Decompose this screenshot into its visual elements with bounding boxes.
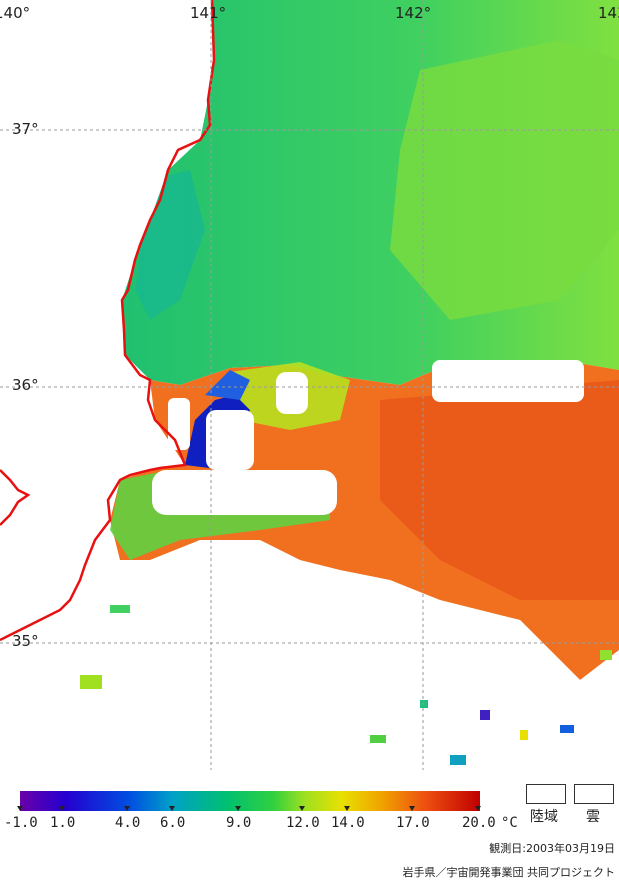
cloud-patch-2: [276, 372, 308, 414]
colorbar-tick-label: 12.0: [286, 815, 320, 831]
cloud-south-region: [0, 570, 619, 770]
sea-speckles: [80, 605, 612, 765]
cloud-patch-1: [432, 360, 584, 402]
lon-label-142: 142°: [395, 4, 432, 22]
colorbar-tick-label: 4.0: [115, 815, 141, 831]
colorbar-tick-marks: [17, 806, 481, 811]
land-legend-label: 陸域: [530, 809, 558, 825]
colorbar-unit: °C: [501, 815, 518, 831]
observation-date: 観測日:2003年03月19日: [489, 842, 615, 855]
cloud-legend-swatch: [574, 784, 614, 804]
colorbar: [20, 791, 480, 811]
lat-label-36: 36°: [12, 376, 39, 394]
sea-cold-halo: [205, 370, 250, 400]
land-legend-swatch: [526, 784, 566, 804]
colorbar-tick-label: 9.0: [226, 815, 252, 831]
sea-south-orange-patch: [380, 380, 619, 600]
lon-label-141: 141°: [190, 4, 227, 22]
land-honshu: [0, 0, 214, 640]
colorbar-tick-label: 17.0: [396, 815, 430, 831]
cloud-patch-5: [168, 398, 190, 450]
sea-north-warm-patch: [390, 40, 619, 320]
lon-label-140: 140°: [0, 4, 31, 22]
graticule: [0, 0, 619, 770]
colorbar-tick-label: 6.0: [160, 815, 186, 831]
lat-label-35: 35°: [12, 632, 39, 650]
coastline: [0, 0, 216, 642]
coastline-inland-bay: [0, 469, 31, 526]
cloud-patch-4: [152, 470, 337, 515]
colorbar-tick-label: 20.0: [462, 815, 496, 831]
credit-text: 岩手県／宇宙開発事業団 共同プロジェクト: [402, 866, 616, 879]
colorbar-tick-label: 1.0: [50, 815, 76, 831]
cloud-legend-label: 雲: [586, 809, 600, 825]
cloud-patch-3: [206, 410, 254, 470]
colorbar-tick-label: 14.0: [331, 815, 365, 831]
lon-label-143: 143°: [598, 4, 619, 22]
lat-label-37: 37°: [12, 120, 39, 138]
colorbar-tick-label: -1.0: [4, 815, 38, 831]
